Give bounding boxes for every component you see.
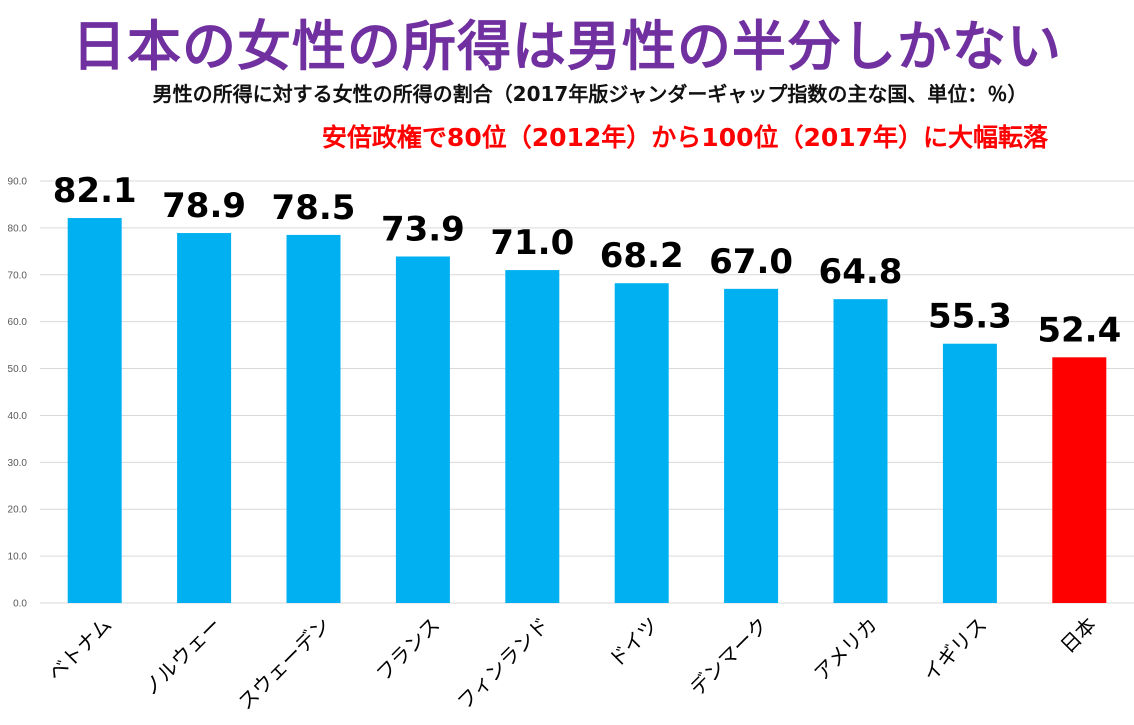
data-label: 78.9: [162, 186, 246, 226]
data-label: 55.3: [928, 297, 1012, 337]
chart-subtitle: 男性の所得に対する女性の所得の割合（2017年版ジャンダーギャップ指数の主な国、…: [152, 82, 1028, 106]
bar-1: [177, 233, 232, 603]
y-tick-label: 10.0: [8, 552, 28, 563]
y-tick-label: 40.0: [8, 411, 28, 422]
page-title: 日本の女性の所得は男性の半分しかない: [72, 15, 1062, 78]
x-tick-label: 日本: [1056, 613, 1101, 658]
data-label: 71.0: [490, 223, 574, 263]
x-tick-label: スウェーデン: [233, 613, 335, 715]
x-tick-label: フィンランド: [452, 613, 554, 715]
x-tick-label: ベトナム: [43, 613, 116, 686]
x-tick-label: ノルウェー: [138, 613, 226, 701]
data-label: 52.4: [1037, 310, 1121, 350]
bar-9: [1052, 357, 1107, 603]
data-label: 78.5: [272, 188, 356, 228]
bar-7: [833, 299, 888, 603]
bar-8: [942, 343, 997, 603]
data-label: 68.2: [600, 236, 684, 276]
x-tick-label: ドイツ: [604, 613, 663, 672]
bar-3: [395, 256, 450, 603]
y-tick-label: 30.0: [8, 458, 28, 469]
data-label: 82.1: [53, 171, 137, 211]
chart-headline: 安倍政権で80位（2012年）から100位（2017年）に大幅転落: [321, 123, 1049, 152]
data-label: 64.8: [819, 252, 903, 292]
y-tick-label: 70.0: [8, 270, 28, 281]
y-tick-label: 80.0: [8, 223, 28, 234]
data-label: 73.9: [381, 209, 465, 249]
x-tick-label: デンマーク: [685, 613, 773, 701]
y-tick-label: 60.0: [8, 317, 28, 328]
data-label: 67.0: [709, 242, 793, 282]
y-tick-label: 50.0: [8, 364, 28, 375]
bar-2: [286, 234, 341, 603]
bar-0: [67, 218, 122, 603]
y-tick-label: 20.0: [8, 505, 28, 516]
bar-5: [614, 283, 669, 603]
x-tick-label: アメリカ: [809, 613, 882, 686]
y-tick-label: 90.0: [8, 177, 28, 188]
bar-6: [724, 288, 779, 603]
x-tick-label: イギリス: [918, 613, 992, 687]
y-tick-label: 0.0: [13, 599, 27, 610]
x-tick-label: フランス: [371, 613, 444, 686]
bar-4: [505, 270, 560, 603]
